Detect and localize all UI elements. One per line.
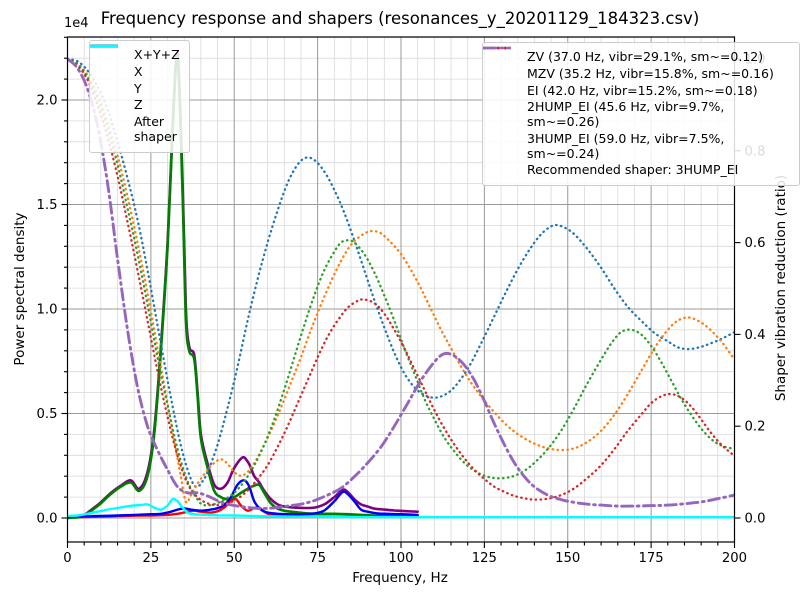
y-right-tick-label: 0.2 bbox=[745, 420, 766, 435]
x-tick-label: 125 bbox=[472, 551, 497, 566]
data-curves bbox=[67, 51, 735, 520]
x-tick-label: 150 bbox=[555, 551, 580, 566]
x-tick-label: 25 bbox=[142, 551, 159, 566]
x-tick-label: 100 bbox=[388, 551, 413, 566]
curve-z bbox=[67, 479, 419, 519]
legend-item: Y bbox=[90, 44, 180, 97]
3hump_ei-line-sample-icon bbox=[483, 46, 511, 50]
x-tick-label: 0 bbox=[63, 551, 71, 566]
y-axis-label-left: Power spectral density bbox=[12, 212, 28, 366]
legend-item-label: MZV (35.2 Hz, vibr=15.8%, sm~=0.16) bbox=[527, 65, 774, 81]
curve-3hump-ei bbox=[67, 57, 735, 510]
legend-item-label: ZV (37.0 Hz, vibr=29.1%, sm~=0.12) bbox=[527, 49, 764, 64]
legend-item-label: Z bbox=[134, 97, 143, 113]
curve-zv bbox=[67, 57, 735, 489]
x-tick-label: 75 bbox=[309, 551, 326, 566]
y-right-tick-label: 0.4 bbox=[745, 328, 766, 343]
x-tick-label: 200 bbox=[722, 551, 747, 566]
y-right-tick-label: 0.0 bbox=[745, 512, 766, 527]
y-left-tick-label: 1.5 bbox=[37, 198, 58, 213]
x-tick-label: 175 bbox=[639, 551, 664, 566]
axis-tick-labels: 0 25 50 75 100 125 150 175 200 0.0 0.5 1.0 1.5 2.0 0.0… bbox=[37, 53, 766, 567]
legend-item-label: EI (42.0 Hz, vibr=15.2%, sm~=0.18) bbox=[527, 82, 758, 98]
legend-psd: X+Y+Z X Y Z After shaper bbox=[89, 40, 190, 153]
y-right-tick-label: 0.6 bbox=[745, 236, 766, 251]
curve-ei bbox=[67, 57, 735, 507]
legend-item-label: Y bbox=[134, 80, 142, 96]
legend-item-label: X+Y+Z bbox=[134, 47, 180, 62]
legend-item: 3HUMP_EI (59.0 Hz, vibr=7.5%, sm~=0.24) bbox=[483, 46, 790, 162]
legend-item: X bbox=[90, 44, 180, 80]
legend-item-label: X bbox=[134, 63, 143, 79]
x-axis-label: Frequency, Hz bbox=[352, 570, 448, 586]
y-axis-offset-label: 1e4 bbox=[64, 16, 89, 31]
legend-item: Z bbox=[90, 44, 180, 113]
x-tick-label: 50 bbox=[226, 551, 243, 566]
y-left-tick-label: 0.5 bbox=[37, 407, 58, 422]
after-line-sample-icon bbox=[90, 44, 118, 48]
legend-item: After shaper bbox=[90, 44, 180, 145]
legend-item: EI (42.0 Hz, vibr=15.2%, sm~=0.18) bbox=[483, 46, 790, 99]
curve-after-shaper bbox=[67, 497, 735, 519]
chart-title: Frequency response and shapers (resonanc… bbox=[100, 9, 700, 28]
curve-2hump-ei bbox=[67, 57, 735, 507]
legend-shapers: ZV (37.0 Hz, vibr=29.1%, sm~=0.12) MZV (3… bbox=[482, 42, 800, 186]
y-left-tick-label: 1.0 bbox=[37, 303, 58, 318]
legend-item: ZV (37.0 Hz, vibr=29.1%, sm~=0.12) bbox=[483, 46, 790, 65]
legend-item: MZV (35.2 Hz, vibr=15.8%, sm~=0.16) bbox=[483, 46, 790, 82]
legend-item-label: 2HUMP_EI (45.6 Hz, vibr=9.7%, sm~=0.26) bbox=[527, 99, 725, 129]
legend-item-label: After shaper bbox=[134, 114, 177, 144]
curve-x-y-z bbox=[67, 51, 419, 520]
legend-item: 2HUMP_EI (45.6 Hz, vibr=9.7%, sm~=0.26) bbox=[483, 46, 790, 130]
legend-item-label: 3HUMP_EI (59.0 Hz, vibr=7.5%, sm~=0.24) bbox=[527, 130, 725, 161]
y-left-tick-label: 0.0 bbox=[37, 512, 58, 527]
recommended-shaper-note: Recommended shaper: 3HUMP_EI bbox=[527, 162, 739, 178]
y-left-tick-label: 2.0 bbox=[37, 94, 58, 109]
